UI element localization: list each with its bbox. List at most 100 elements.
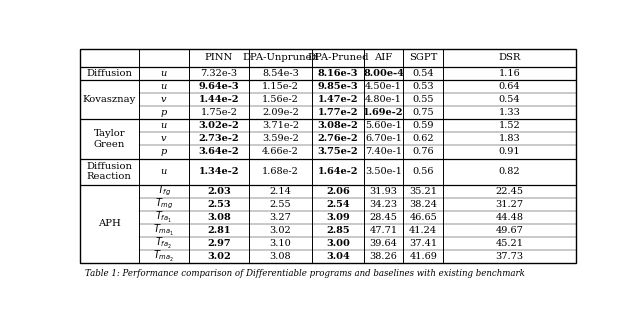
Text: 4.50e-1: 4.50e-1 [365, 82, 402, 91]
Text: AIF: AIF [374, 53, 393, 63]
Text: DPA-Unpruned: DPA-Unpruned [243, 53, 318, 63]
Text: SGPT: SGPT [409, 53, 437, 63]
Text: 2.09e-2: 2.09e-2 [262, 108, 299, 117]
Text: 9.64e-3: 9.64e-3 [198, 82, 239, 91]
Text: 4.66e-2: 4.66e-2 [262, 148, 299, 156]
Text: 2.54: 2.54 [326, 200, 349, 209]
Text: 0.82: 0.82 [499, 167, 520, 176]
Text: 3.10: 3.10 [269, 239, 291, 248]
Text: 35.21: 35.21 [409, 187, 437, 196]
Text: 34.23: 34.23 [369, 200, 397, 209]
Text: 41.69: 41.69 [410, 252, 437, 261]
Text: 44.48: 44.48 [495, 213, 524, 222]
Text: 0.76: 0.76 [412, 148, 434, 156]
Text: 2.97: 2.97 [207, 239, 230, 248]
Text: 1.34e-2: 1.34e-2 [198, 167, 239, 176]
Text: 1.33: 1.33 [499, 108, 520, 117]
Bar [80, 49, 576, 263]
Text: Kovasznay: Kovasznay [83, 95, 136, 104]
Text: u: u [161, 121, 167, 131]
Text: 2.81: 2.81 [207, 226, 230, 235]
Text: 3.00: 3.00 [326, 239, 350, 248]
Text: 8.54e-3: 8.54e-3 [262, 69, 299, 78]
Text: 9.85e-3: 9.85e-3 [317, 82, 358, 91]
Text: 7.32e-3: 7.32e-3 [200, 69, 237, 78]
Text: 3.50e-1: 3.50e-1 [365, 167, 402, 176]
Text: 3.64e-2: 3.64e-2 [198, 148, 239, 156]
Text: $T_{ma_1}$: $T_{ma_1}$ [153, 223, 175, 238]
Text: 2.06: 2.06 [326, 187, 350, 196]
Text: 2.85: 2.85 [326, 226, 349, 235]
Text: 0.53: 0.53 [412, 82, 434, 91]
Text: 2.53: 2.53 [207, 200, 230, 209]
Text: $T_{mg}$: $T_{mg}$ [154, 197, 173, 211]
Text: 1.69e-2: 1.69e-2 [364, 108, 404, 117]
Text: 0.54: 0.54 [499, 95, 520, 104]
Text: 6.70e-1: 6.70e-1 [365, 134, 402, 143]
Text: 1.16: 1.16 [499, 69, 520, 78]
Text: 2.73e-2: 2.73e-2 [198, 134, 239, 143]
Text: u: u [161, 82, 167, 91]
Text: 3.08: 3.08 [207, 213, 231, 222]
Text: 4.80e-1: 4.80e-1 [365, 95, 402, 104]
Text: 1.52: 1.52 [499, 121, 520, 131]
Text: 1.47e-2: 1.47e-2 [317, 95, 358, 104]
Text: 2.03: 2.03 [207, 187, 231, 196]
Text: 1.56e-2: 1.56e-2 [262, 95, 299, 104]
Text: v: v [161, 95, 166, 104]
Text: 3.08: 3.08 [269, 252, 291, 261]
Text: 2.76e-2: 2.76e-2 [317, 134, 358, 143]
Text: 38.26: 38.26 [370, 252, 397, 261]
Text: 45.21: 45.21 [495, 239, 524, 248]
Text: 1.15e-2: 1.15e-2 [262, 82, 299, 91]
Text: 3.71e-2: 3.71e-2 [262, 121, 299, 131]
Text: 1.75e-2: 1.75e-2 [200, 108, 237, 117]
Text: 2.55: 2.55 [269, 200, 291, 209]
Text: 8.16e-3: 8.16e-3 [317, 69, 358, 78]
Text: 0.55: 0.55 [413, 95, 434, 104]
Text: $T_{fa_1}$: $T_{fa_1}$ [156, 210, 172, 225]
Text: 3.02: 3.02 [269, 226, 291, 235]
Text: 46.65: 46.65 [410, 213, 437, 222]
Text: 31.27: 31.27 [495, 200, 524, 209]
Text: p: p [161, 148, 167, 156]
Text: 3.02e-2: 3.02e-2 [198, 121, 239, 131]
Text: 37.41: 37.41 [409, 239, 437, 248]
Text: 0.56: 0.56 [413, 167, 434, 176]
Text: 22.45: 22.45 [495, 187, 524, 196]
Text: 39.64: 39.64 [370, 239, 397, 248]
Text: APH: APH [98, 219, 120, 228]
Text: Table 1: Performance comparison of Differentiable programs and baselines with ex: Table 1: Performance comparison of Diffe… [85, 270, 525, 278]
Text: $T_{fa_2}$: $T_{fa_2}$ [156, 236, 172, 251]
Text: 8.00e-4: 8.00e-4 [363, 69, 404, 78]
Text: Diffusion
Reaction: Diffusion Reaction [86, 162, 132, 181]
Text: 37.73: 37.73 [495, 252, 524, 261]
Text: Taylor
Green: Taylor Green [93, 129, 125, 149]
Text: $T_{fg}$: $T_{fg}$ [157, 184, 171, 198]
Text: 41.24: 41.24 [409, 226, 437, 235]
Text: Diffusion: Diffusion [86, 69, 132, 78]
Text: DPA-Pruned: DPA-Pruned [307, 53, 369, 63]
Text: 0.59: 0.59 [413, 121, 434, 131]
Text: PINN: PINN [205, 53, 233, 63]
Text: 7.40e-1: 7.40e-1 [365, 148, 402, 156]
Text: 3.75e-2: 3.75e-2 [317, 148, 358, 156]
Text: 0.62: 0.62 [412, 134, 434, 143]
Text: 3.27: 3.27 [269, 213, 291, 222]
Text: 5.60e-1: 5.60e-1 [365, 121, 402, 131]
Text: 28.45: 28.45 [370, 213, 397, 222]
Text: 2.14: 2.14 [269, 187, 291, 196]
Text: 3.08e-2: 3.08e-2 [317, 121, 358, 131]
Text: 3.59e-2: 3.59e-2 [262, 134, 299, 143]
Text: u: u [161, 167, 167, 176]
Text: 1.77e-2: 1.77e-2 [317, 108, 358, 117]
Text: 3.02: 3.02 [207, 252, 231, 261]
Text: 47.71: 47.71 [369, 226, 397, 235]
Text: 1.64e-2: 1.64e-2 [317, 167, 358, 176]
Text: u: u [161, 69, 167, 78]
Text: 1.83: 1.83 [499, 134, 520, 143]
Text: p: p [161, 108, 167, 117]
Text: 31.93: 31.93 [369, 187, 397, 196]
Text: 1.44e-2: 1.44e-2 [198, 95, 239, 104]
Text: 0.75: 0.75 [412, 108, 434, 117]
